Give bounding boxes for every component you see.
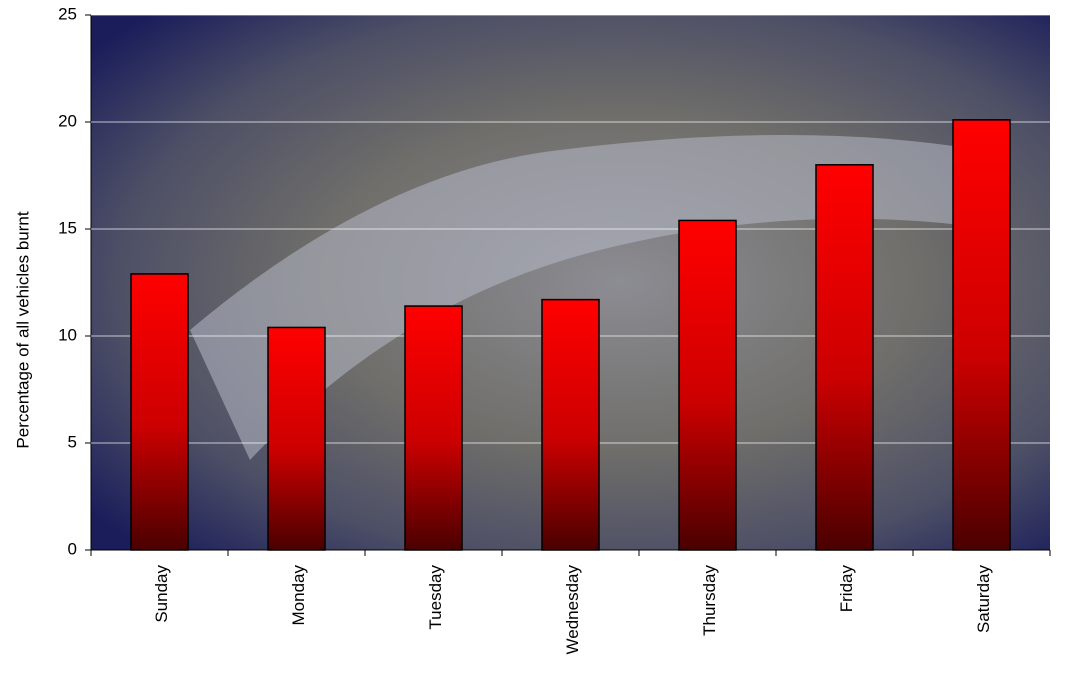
x-tick-label: Sunday <box>152 565 171 623</box>
y-tick-label: 10 <box>58 325 77 344</box>
x-tick-label: Wednesday <box>563 565 582 655</box>
y-tick-label: 15 <box>58 218 77 237</box>
x-tick-label: Friday <box>837 565 856 613</box>
x-tick-label: Monday <box>289 565 308 626</box>
y-tick-label: 20 <box>58 111 77 130</box>
y-axis-label: Percentage of all vehicles burnt <box>13 211 32 448</box>
bar <box>952 119 1011 551</box>
x-tick-label: Saturday <box>974 565 993 634</box>
bar <box>678 219 737 551</box>
y-tick-label: 0 <box>68 539 77 558</box>
y-tick-label: 25 <box>58 4 77 23</box>
x-tick-label: Thursday <box>700 565 719 636</box>
bar <box>404 305 463 551</box>
bar <box>130 273 189 551</box>
bar <box>541 298 600 551</box>
bar <box>815 164 874 551</box>
x-tick-label: Tuesday <box>426 565 445 630</box>
y-tick-label: 5 <box>68 432 77 451</box>
background-photo <box>190 135 1000 460</box>
bar <box>267 326 326 551</box>
